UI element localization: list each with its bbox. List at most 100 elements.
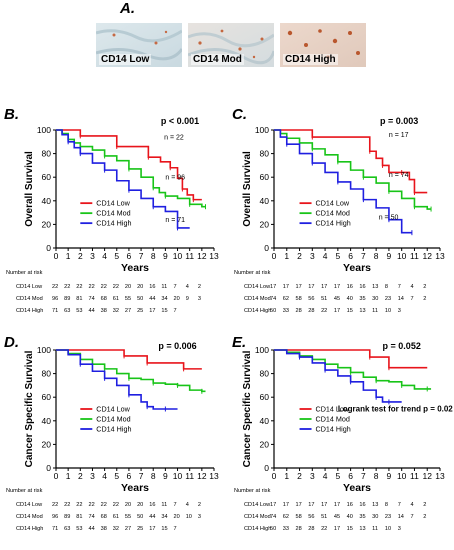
series-line-mod (274, 349, 432, 390)
y-tick-label: 0 (46, 463, 51, 473)
n-label: n = 71 (165, 217, 185, 224)
x-axis-label: Years (121, 262, 149, 274)
risk-value: 22 (64, 284, 71, 290)
x-tick-label: 1 (284, 471, 289, 481)
n-label: n = 22 (164, 134, 184, 141)
risk-value: 38 (100, 308, 107, 314)
x-tick-label: 10 (397, 251, 407, 261)
legend-label: CD14 Mod (316, 209, 350, 218)
x-tick-label: 5 (114, 251, 119, 261)
risk-value: 62 (282, 514, 289, 520)
risk-value: 13 (372, 284, 379, 290)
x-tick-label: 11 (185, 471, 194, 481)
risk-value: 55 (124, 514, 132, 520)
risk-value: 33 (282, 526, 289, 532)
chart-overall-survival-b: 0 1 2 3 4 5 6 7 8 9 10 11 12 13020406080100YearsOvera… (24, 116, 219, 274)
risk-value: 15 (161, 308, 168, 314)
legend-label: CD14 High (96, 425, 131, 434)
x-tick-label: 5 (114, 471, 119, 481)
risk-value: 2 (197, 284, 201, 290)
y-tick-label: 80 (260, 149, 270, 159)
panel-b-letter: B. (4, 106, 19, 123)
x-tick-label: 9 (387, 251, 392, 261)
risk-value: 22 (321, 526, 328, 532)
y-axis-label: Cancer Specific Survival (24, 350, 35, 467)
x-tick-label: 1 (66, 251, 71, 261)
risk-value: 56 (308, 514, 315, 520)
y-tick-label: 80 (42, 149, 52, 159)
risk-value: 8 (384, 284, 389, 290)
risk-value: 89 (64, 296, 71, 302)
risk-value: 58 (295, 296, 302, 302)
risk-value: 10 (384, 308, 392, 314)
x-tick-label: 3 (310, 471, 315, 481)
series-line-mod (56, 129, 206, 208)
n-label: n = 17 (389, 132, 409, 139)
risk-value: 22 (52, 284, 59, 290)
risk-value: 17 (149, 308, 156, 314)
risk-value: 96 (52, 296, 59, 302)
x-tick-label: 11 (185, 251, 194, 261)
risk-header: Number at risk (6, 488, 43, 494)
risk-value: 16 (346, 502, 353, 508)
x-tick-label: 10 (173, 471, 183, 481)
risk-row-label: CD14 High (16, 308, 44, 314)
risk-value: 44 (149, 296, 156, 302)
panel-a-letter: A. (120, 0, 135, 17)
risk-value: 50 (137, 514, 144, 520)
risk-value: 28 (295, 526, 302, 532)
risk-row-label: CD14 Mod (16, 296, 43, 302)
y-tick-label: 100 (37, 345, 51, 355)
y-tick-label: 60 (42, 392, 52, 402)
x-tick-label: 1 (66, 471, 71, 481)
legend-label: CD14 Mod (96, 209, 130, 218)
risk-value: 23 (384, 514, 392, 520)
y-tick-label: 0 (264, 243, 269, 253)
chart-overall-survival-c: 0 1 2 3 4 5 6 7 8 9 10 11 12 13020406080100YearsOvera… (242, 116, 445, 274)
x-tick-label: 0 (54, 251, 59, 261)
x-tick-label: 7 (361, 471, 366, 481)
chart-cancer-specific-d: 0 1 2 3 4 5 6 7 8 9 10 11 12 13020406080100YearsCance… (24, 341, 219, 494)
x-tick-label: 10 (397, 471, 407, 481)
risk-value: 17 (295, 284, 302, 290)
risk-value: 22 (321, 308, 328, 314)
x-tick-label: 10 (173, 251, 183, 261)
risk-value: 16 (149, 502, 156, 508)
panel-c-letter: C. (232, 106, 247, 123)
risk-value: 28 (295, 308, 302, 314)
p-value: p = 0.003 (380, 116, 418, 126)
risk-value: 22 (88, 284, 95, 290)
risk-value: 22 (52, 502, 59, 508)
y-tick-label: 0 (264, 463, 269, 473)
risk-value: 17 (333, 284, 341, 290)
risk-row-label: CD14 Mod (244, 296, 271, 302)
risk-value: 28 (308, 526, 315, 532)
x-tick-label: 0 (272, 471, 277, 481)
risk-value: 17 (321, 284, 328, 290)
risk-value: 7 (410, 296, 414, 302)
x-tick-label: 9 (163, 251, 168, 261)
series-line-high (56, 349, 178, 410)
risk-value: 16 (359, 284, 366, 290)
risk-value: 7 (410, 514, 414, 520)
x-tick-label: 12 (422, 251, 432, 261)
risk-value: 71 (52, 308, 59, 314)
risk-row-label: CD14 High (244, 308, 272, 314)
x-tick-label: 9 (387, 471, 392, 481)
x-tick-label: 6 (348, 471, 353, 481)
risk-value: 25 (137, 526, 144, 532)
legend-label: CD14 Low (96, 405, 130, 414)
x-tick-label: 8 (151, 251, 156, 261)
risk-value: 20 (124, 502, 132, 508)
risk-row-label: CD14 Low (244, 284, 271, 290)
x-tick-label: 7 (361, 251, 366, 261)
micro-image-high-label: CD14 High (283, 54, 338, 65)
y-tick-label: 60 (42, 172, 52, 182)
risk-value: 62 (282, 296, 289, 302)
x-tick-label: 12 (422, 471, 432, 481)
risk-value: 10 (185, 514, 192, 520)
x-axis-label: Years (343, 262, 371, 274)
risk-header: Number at risk (234, 270, 271, 276)
risk-value: 38 (100, 526, 107, 532)
risk-value: 58 (295, 514, 302, 520)
